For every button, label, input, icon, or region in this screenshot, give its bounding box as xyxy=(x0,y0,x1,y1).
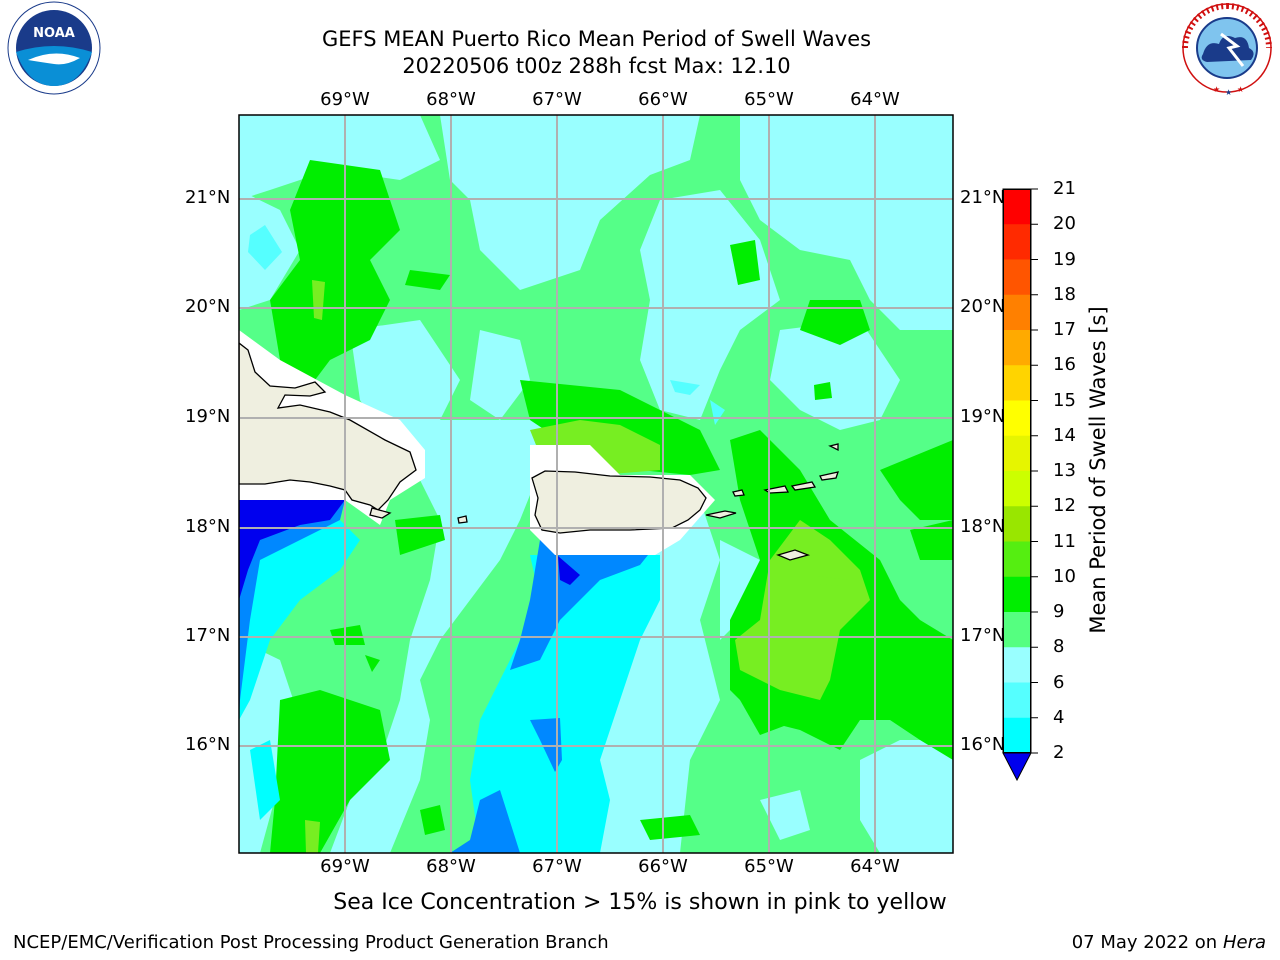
lon-label-bottom: 68°W xyxy=(426,856,476,877)
colorbar-tick-label: 17 xyxy=(1053,319,1076,340)
colorbar-tick-label: 11 xyxy=(1053,530,1076,552)
graticule xyxy=(239,115,953,853)
footer-date: 07 May 2022 on Hera xyxy=(1072,932,1266,953)
colorbar-segment xyxy=(1003,576,1031,613)
colorbar-segment xyxy=(1003,682,1031,719)
colorbar-title: Mean Period of Swell Waves [s] xyxy=(1086,306,1110,634)
nws-logo: ★ ★ ★ xyxy=(1182,3,1272,97)
colorbar-tick-label: 14 xyxy=(1053,424,1076,446)
lat-label-left: 17°N xyxy=(185,625,231,646)
colorbar-tick-label: 8 xyxy=(1053,636,1065,658)
footer-credit: NCEP/EMC/Verification Post Processing Pr… xyxy=(13,932,609,953)
colorbar-segment xyxy=(1003,435,1031,472)
lon-label-top: 66°W xyxy=(638,89,688,110)
colorbar-tick-label: 18 xyxy=(1053,283,1076,305)
colorbar-segment xyxy=(1003,294,1031,331)
lat-label-left: 18°N xyxy=(185,516,231,537)
lon-label-bottom: 67°W xyxy=(532,856,582,877)
footer-date-text: 07 May 2022 on xyxy=(1071,932,1218,953)
colorbar-tick-label: 13 xyxy=(1053,460,1076,481)
svg-text:★: ★ xyxy=(1213,85,1220,94)
lat-label-right: 21°N xyxy=(960,187,1006,208)
lon-label-top: 67°W xyxy=(532,89,582,110)
lat-label-right: 18°N xyxy=(960,516,1006,537)
svg-text:NOAA: NOAA xyxy=(33,26,75,41)
colorbar-segment xyxy=(1003,365,1031,401)
lat-label-left: 19°N xyxy=(185,406,231,427)
colorbar-segment xyxy=(1003,471,1031,507)
lon-label-bottom: 64°W xyxy=(850,856,900,877)
colorbar-tick-label: 10 xyxy=(1053,565,1076,587)
colorbar-segment xyxy=(1003,612,1031,648)
colorbar-tick-label: 20 xyxy=(1053,213,1076,235)
colorbar-segment xyxy=(1003,541,1031,578)
colorbar-segment xyxy=(1003,189,1031,225)
colorbar-tick-label: 9 xyxy=(1053,601,1065,622)
lon-label-top: 69°W xyxy=(320,89,370,110)
svg-text:★: ★ xyxy=(1225,88,1232,97)
colorbar-tick-label: 4 xyxy=(1053,706,1065,728)
noaa-logo: NOAA xyxy=(7,1,101,95)
colorbar-overlay xyxy=(1003,189,1031,753)
colorbar-segment xyxy=(1003,400,1031,437)
map-frame xyxy=(238,114,954,854)
colorbar-tick-label: 19 xyxy=(1053,248,1076,270)
lon-label-top: 64°W xyxy=(850,89,900,110)
lon-label-top: 65°W xyxy=(744,89,794,110)
colorbar-tick-label: 15 xyxy=(1053,389,1076,411)
lat-label-left: 21°N xyxy=(185,187,231,208)
lon-label-bottom: 65°W xyxy=(744,856,794,877)
colorbar-segment xyxy=(1003,717,1031,753)
lat-label-left: 16°N xyxy=(185,734,231,755)
chart-title: GEFS MEAN Puerto Rico Mean Period of Swe… xyxy=(321,27,872,51)
swell-period-field xyxy=(239,115,953,853)
sea-ice-note: Sea Ice Concentration > 15% is shown in … xyxy=(333,890,947,915)
lat-label-right: 17°N xyxy=(960,625,1006,646)
lat-label-right: 20°N xyxy=(960,296,1006,317)
colorbar-tick-label: 16 xyxy=(1053,354,1076,376)
lon-label-top: 68°W xyxy=(426,89,476,110)
colorbar-segment xyxy=(1003,259,1031,296)
lat-label-right: 16°N xyxy=(960,734,1006,755)
chart-subtitle: 20220506 t00z 288h fcst Max: 12.10 xyxy=(402,54,791,78)
colorbar-segment xyxy=(1003,330,1031,366)
colorbar-tick-label: 6 xyxy=(1053,671,1065,693)
svg-text:★: ★ xyxy=(1237,85,1244,94)
colorbar-tick-label: 2 xyxy=(1053,742,1065,763)
lon-label-bottom: 66°W xyxy=(638,856,688,877)
colorbar-segment xyxy=(1003,647,1031,683)
colorbar-segment xyxy=(1003,224,1031,260)
colorbar-segment xyxy=(1003,506,1031,542)
colorbar-tick-label: 21 xyxy=(1053,178,1076,199)
lat-label-left: 20°N xyxy=(185,296,231,317)
lon-label-bottom: 69°W xyxy=(320,856,370,877)
lat-label-right: 19°N xyxy=(960,406,1006,427)
colorbar-extend-arrow xyxy=(1002,752,1032,782)
footer-machine: Hera xyxy=(1222,932,1266,953)
colorbar-tick-label: 12 xyxy=(1053,495,1076,517)
